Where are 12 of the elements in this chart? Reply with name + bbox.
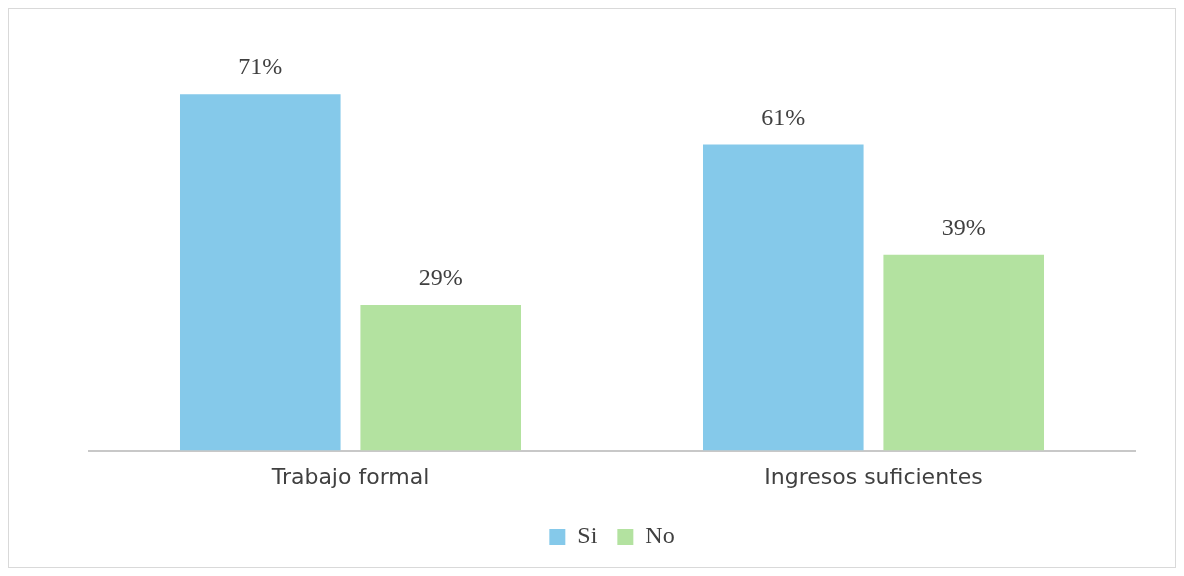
- data-label: 71%: [238, 53, 283, 80]
- x-tick-label: Ingresos suficientes: [764, 463, 983, 489]
- legend-label: Si: [577, 522, 598, 549]
- data-label: 39%: [941, 214, 986, 241]
- data-label: 29%: [418, 264, 463, 291]
- bar: [179, 94, 341, 451]
- bar: [360, 305, 522, 451]
- bar: [883, 254, 1045, 451]
- data-label: 61%: [761, 103, 806, 130]
- x-tick-label: Trabajo formal: [270, 463, 430, 489]
- legend-label: No: [645, 522, 675, 549]
- bar: [702, 144, 864, 451]
